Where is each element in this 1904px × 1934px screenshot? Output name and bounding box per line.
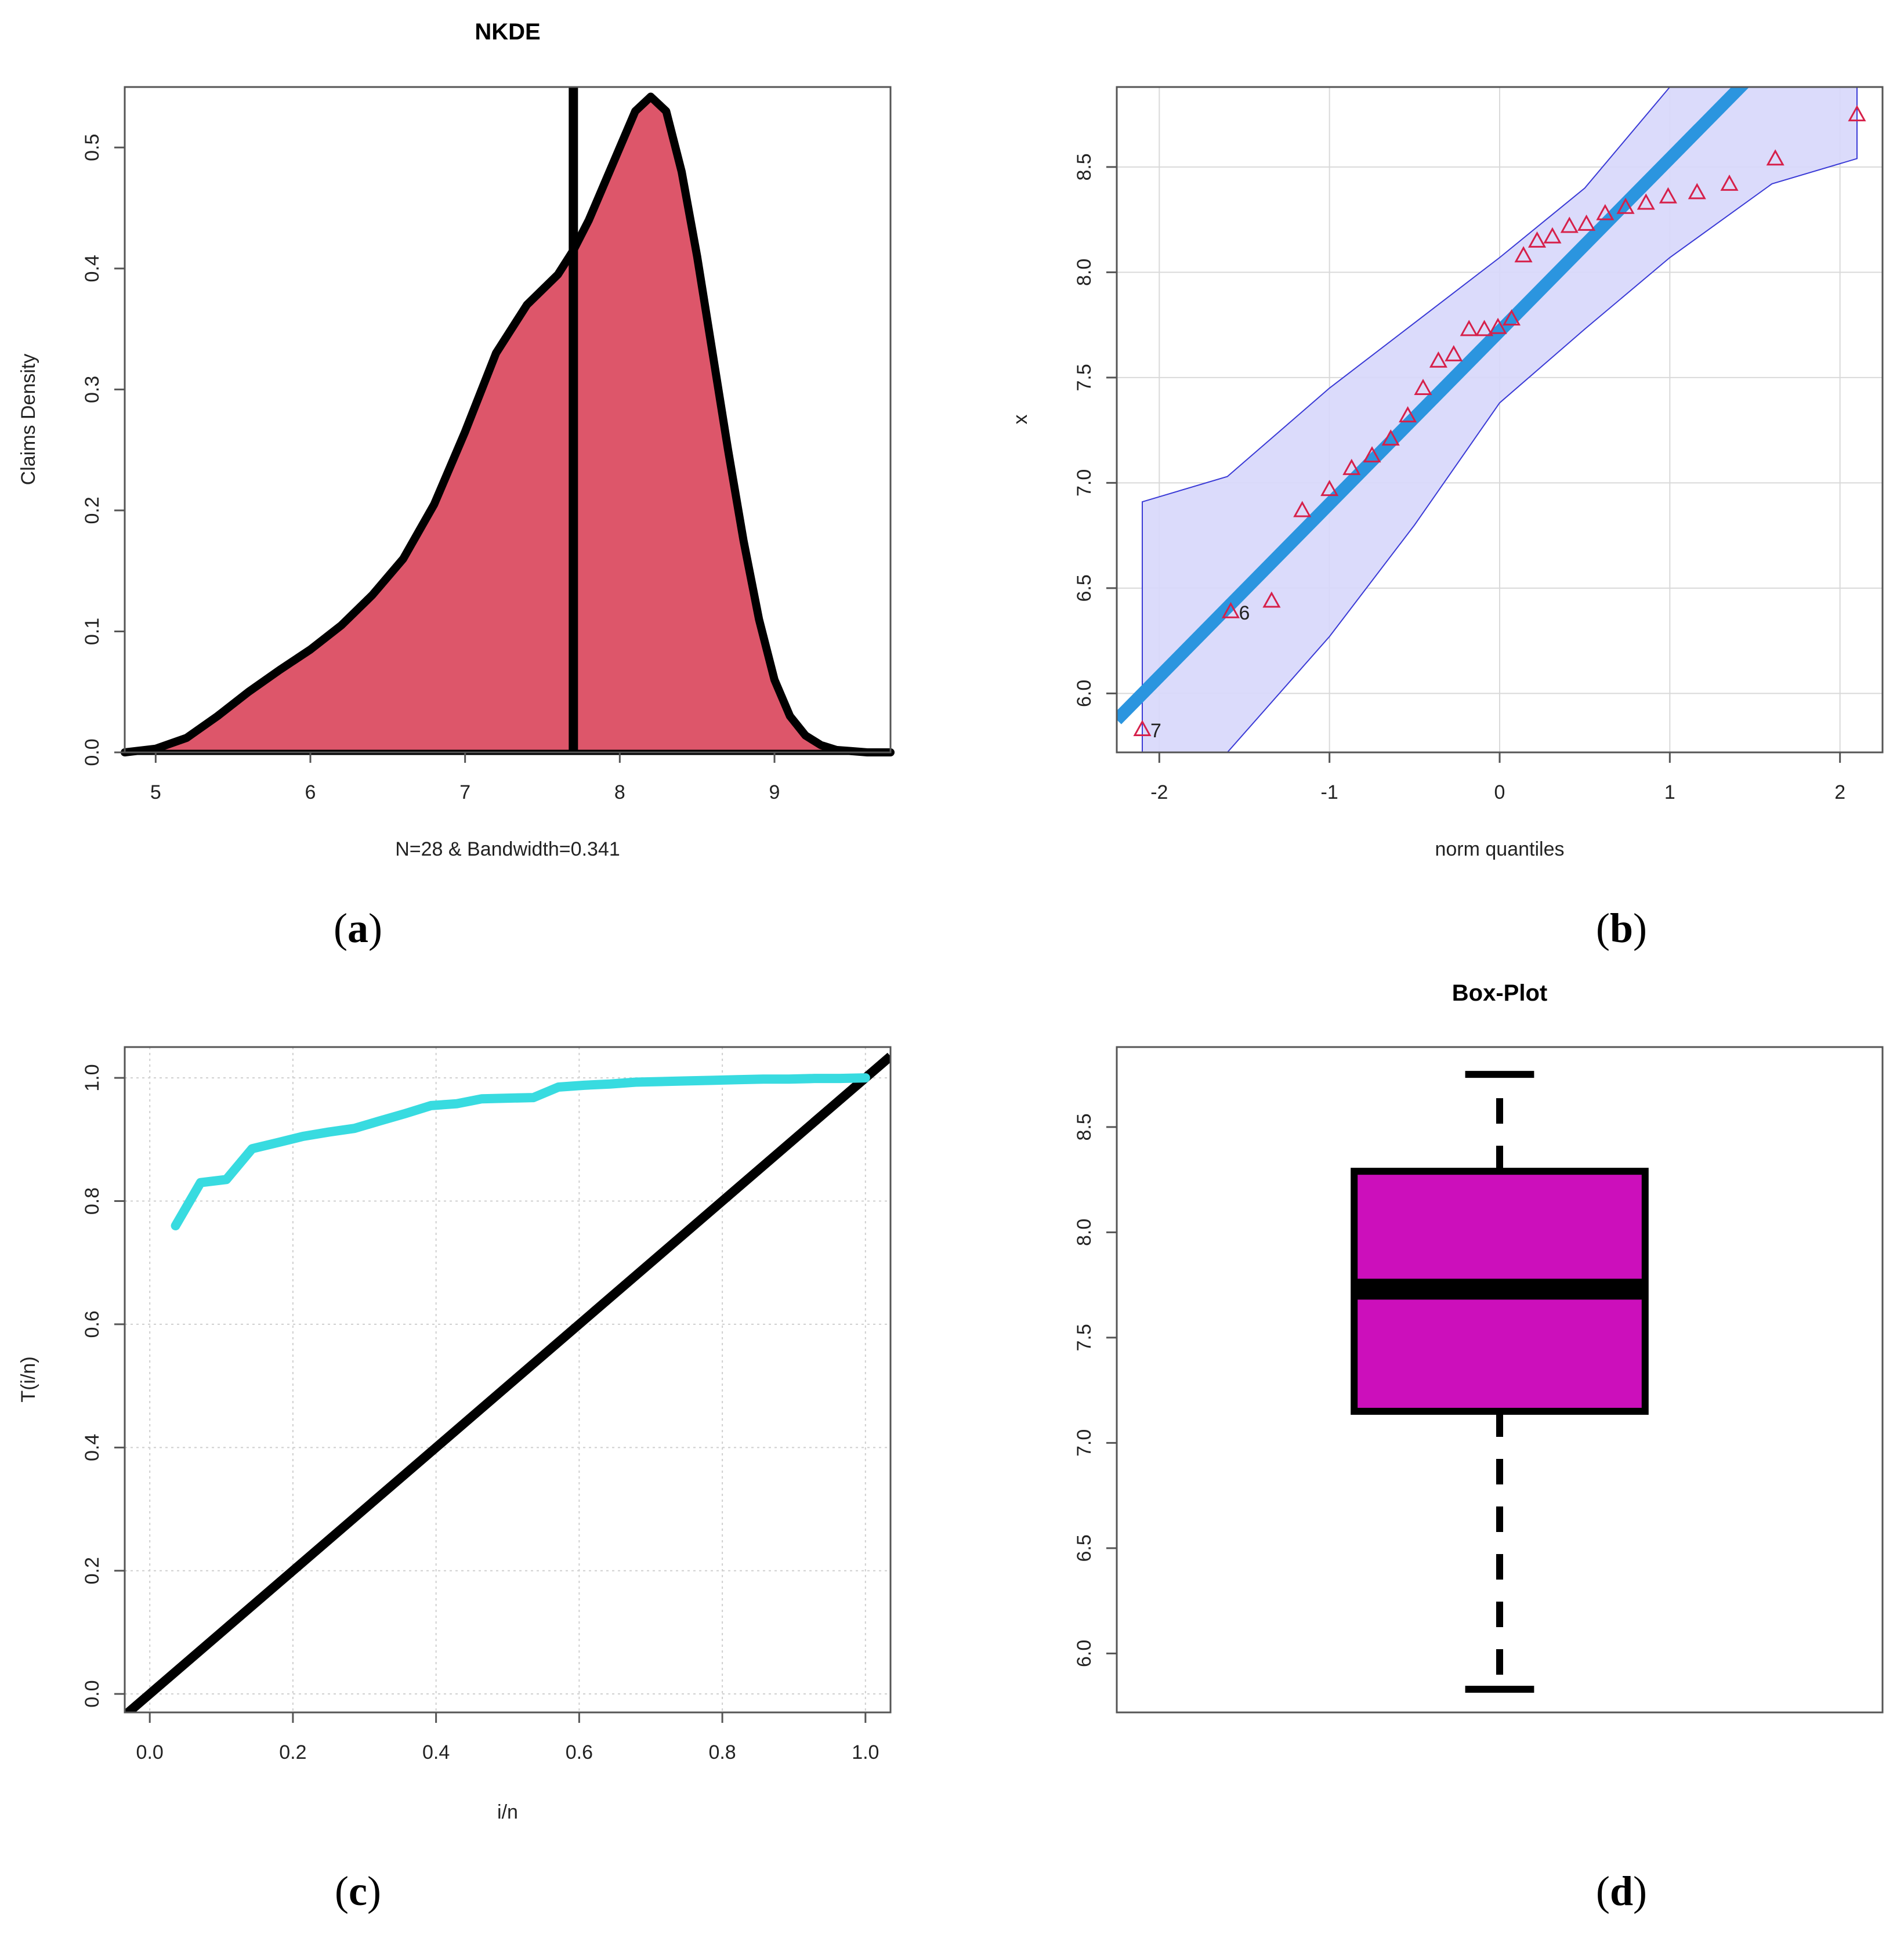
qq-point: [1514, 246, 1533, 263]
qq-point-label: 7: [1150, 720, 1161, 742]
panel-c-ytick-label: 0.4: [81, 1434, 103, 1461]
panel-a-xtick-label: 5: [150, 781, 161, 803]
panel-a-xtick-label: 8: [614, 781, 625, 803]
qq-point: [1414, 378, 1432, 395]
panel-a-ylabel: Claims Density: [17, 354, 39, 486]
panel-a-label: (a): [334, 905, 382, 951]
panel-c-ylabel: T(i/n): [17, 1356, 39, 1402]
panel-b-ytick-label: 6.5: [1073, 574, 1095, 602]
panel-c: 0.0 0.2 0.4 0.6 0.8 1.0 0.0 0.2 0.4 0.6 0.8 1.0 i/n…: [17, 1046, 892, 1914]
panel-a-ytick-label: 0.4: [81, 255, 103, 282]
qq-point: [1560, 216, 1579, 233]
panel-b-xtick-label: -1: [1321, 781, 1338, 803]
panel-c-frame: [124, 1046, 892, 1714]
panel-b-ytick-label: 7.5: [1073, 364, 1095, 391]
panel-d-frame: [1116, 1046, 1884, 1714]
panel-c-plot: [125, 1047, 891, 1712]
panel-d-ytick-label: 7.0: [1073, 1429, 1095, 1457]
panel-a-xtick-label: 6: [305, 781, 316, 803]
qq-point: [1637, 193, 1655, 210]
qq-point: [1399, 406, 1417, 423]
panel-b-label: (b): [1596, 905, 1647, 951]
density-curve: [121, 92, 895, 756]
qq-point: [1543, 227, 1562, 244]
panel-b-ytick-label: 6.0: [1073, 680, 1095, 707]
ttt-curve: [171, 1073, 870, 1230]
panel-c-label: (c): [335, 1868, 381, 1914]
qq-point: [1429, 351, 1447, 368]
qq-point: [1616, 197, 1635, 214]
panel-c-xtick-label: 0.2: [279, 1741, 306, 1763]
panel-c-ytick-label: 0.2: [81, 1557, 103, 1584]
qq-point: [1475, 320, 1494, 336]
panel-c-xtick-label: 1.0: [852, 1741, 879, 1763]
qq-point: [1527, 231, 1547, 248]
panel-d-label: (d): [1596, 1868, 1647, 1914]
qq-point: [1221, 602, 1240, 618]
panel-a-ytick-label: 0.0: [81, 738, 103, 766]
confidence-band: [1142, 86, 1858, 753]
panel-c-xtick-label: 0.6: [566, 1741, 593, 1763]
qq-point: [1489, 317, 1507, 334]
qq-point: [1445, 345, 1463, 361]
panel-a-xtick-label: 7: [459, 781, 470, 803]
panel-b-xtick-label: -2: [1150, 781, 1168, 803]
panel-d-ytick-label: 8.0: [1073, 1219, 1095, 1246]
qq-point: [1363, 446, 1381, 463]
qq-point: [1320, 480, 1339, 497]
panel-c-xtick-label: 0.8: [708, 1741, 736, 1763]
panel-b-xtick-label: 1: [1664, 781, 1675, 803]
panel-b-ytick-label: 8.5: [1073, 153, 1095, 180]
panel-b: 7 6 -2 -1 0 1 2 6.0 6.5 7.0 7.5 8.0 8.5 norm quanti…: [1009, 86, 1884, 951]
qq-point-label: 6: [1239, 602, 1250, 624]
panel-c-ytick-label: 0.6: [81, 1310, 103, 1338]
qq-point: [1342, 458, 1361, 475]
panel-b-ylabel: x: [1009, 415, 1031, 425]
qq-point: [1577, 214, 1596, 231]
panel-d-ytick-label: 7.5: [1073, 1324, 1095, 1351]
panel-a-ytick-label: 0.1: [81, 618, 103, 645]
panel-a-xtick-label: 9: [769, 781, 780, 803]
panel-c-xlabel: i/n: [497, 1801, 518, 1823]
panel-c-ytick-label: 0.8: [81, 1187, 103, 1215]
panel-b-ytick-label: 8.0: [1073, 259, 1095, 286]
qq-point: [1766, 149, 1784, 166]
panel-b-xtick-label: 2: [1834, 781, 1845, 803]
qq-reference-line: [1117, 87, 1750, 725]
panel-c-ytick-label: 0.0: [81, 1681, 103, 1708]
qq-point: [1262, 591, 1281, 608]
panel-a-title: NKDE: [475, 19, 540, 45]
panel-d-ytick-label: 8.5: [1073, 1113, 1095, 1140]
qq-point: [1460, 320, 1478, 336]
qq-point: [1688, 183, 1706, 200]
qq-point: [1596, 204, 1615, 220]
panel-a-xlabel: N=28 & Bandwidth=0.341: [395, 838, 620, 860]
panel-a-ytick-label: 0.3: [81, 376, 103, 403]
panel-a-frame: [124, 86, 892, 754]
qq-point: [1659, 187, 1677, 204]
panel-b-xlabel: norm quantiles: [1435, 838, 1564, 860]
panel-b-xtick-label: 0: [1494, 781, 1505, 803]
ttt-diagonal-line: [125, 1052, 891, 1712]
density-area: [125, 96, 891, 753]
qq-point: [1133, 719, 1152, 736]
panel-d-title: Box-Plot: [1452, 980, 1547, 1006]
panel-d: Box-Plot 6.0 6.5 7.0 7.5 8.0 8.5 (d): [1073, 980, 1884, 1914]
panel-d-plot: [1351, 1071, 1649, 1693]
panel-b-ytick-label: 7.0: [1073, 469, 1095, 497]
panel-c-ytick-label: 1.0: [81, 1064, 103, 1091]
panel-c-xtick-label: 0.0: [136, 1741, 164, 1763]
panel-c-xtick-label: 0.4: [422, 1741, 450, 1763]
qq-point: [1502, 309, 1521, 326]
qq-point: [1720, 174, 1739, 191]
qq-point: [1293, 501, 1312, 517]
panel-a-ytick-label: 0.5: [81, 134, 103, 161]
panel-a: NKDE 5 6 7 8 9 0.0 0.1 0.2 0.3 0.4 0.5 N=28 & Band…: [17, 19, 895, 951]
panel-d-ytick-label: 6.0: [1073, 1640, 1095, 1667]
qq-point: [1848, 105, 1866, 122]
panel-d-ytick-label: 6.5: [1073, 1534, 1095, 1562]
panel-a-ytick-label: 0.2: [81, 497, 103, 524]
qq-point: [1381, 429, 1400, 446]
